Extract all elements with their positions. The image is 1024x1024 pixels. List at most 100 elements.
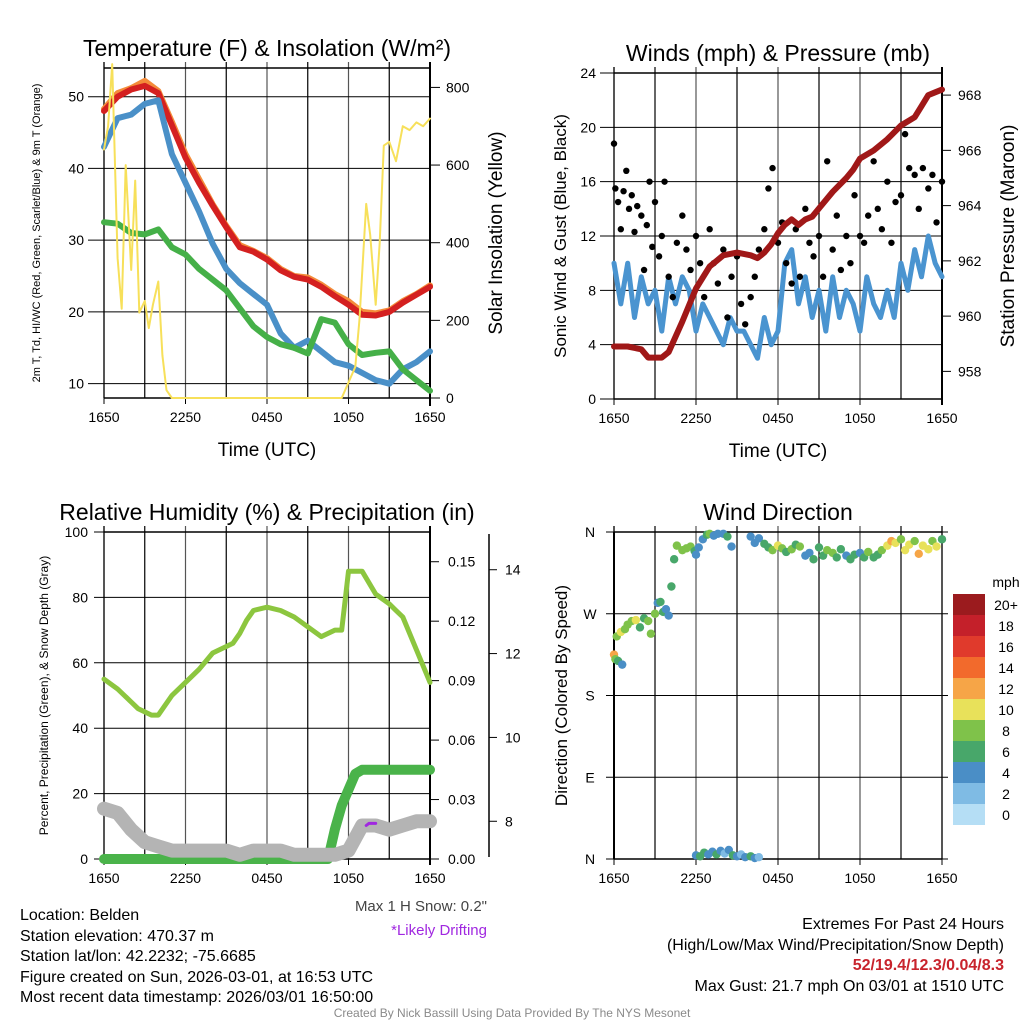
- y-tick-label: 10: [68, 376, 84, 392]
- y-tick-label: 8: [588, 282, 596, 298]
- colorbar-label: 4: [1002, 765, 1010, 781]
- x-tick-label: 1650: [926, 410, 957, 426]
- gust-point: [884, 178, 891, 185]
- direction-point: [754, 852, 764, 862]
- gust-point: [860, 239, 868, 246]
- gust-point: [720, 246, 727, 253]
- direction-point: [924, 545, 933, 554]
- colorbar-label: 2: [1002, 786, 1010, 802]
- y-tick-label: W: [583, 606, 597, 622]
- gust-point: [769, 164, 776, 172]
- gust-point: [628, 192, 635, 199]
- y-right-tick-label: 200: [446, 312, 470, 328]
- gust-point: [901, 130, 909, 138]
- gust-point: [856, 232, 864, 240]
- gust-point: [737, 300, 745, 308]
- gust-point: [623, 167, 630, 174]
- y-tick-label: 20: [580, 119, 596, 135]
- y-tick-label: 16: [580, 174, 596, 190]
- x-tick-label: 1650: [88, 870, 119, 886]
- gust-point: [843, 232, 850, 240]
- x-tick-label: 1650: [926, 870, 957, 886]
- gust-point: [617, 226, 625, 233]
- direction-point: [618, 660, 627, 669]
- direction-point: [669, 555, 679, 564]
- gust-point: [614, 198, 622, 206]
- gust-point: [865, 212, 872, 219]
- y-right-tick-label: 966: [958, 142, 982, 158]
- elevation-text: Station elevation: 470.37 m: [20, 927, 214, 945]
- direction-point: [723, 532, 732, 541]
- series-td: [101, 219, 433, 394]
- gust-point: [892, 198, 899, 206]
- x-tick-label: 1650: [598, 870, 629, 886]
- gust-point: [742, 321, 749, 328]
- gust-point: [810, 253, 817, 260]
- y-tick-label: 0: [80, 851, 88, 867]
- gust-point: [665, 273, 672, 280]
- direction-point: [795, 542, 805, 551]
- series-solar-insolation: [103, 63, 431, 399]
- gust-point: [938, 178, 946, 185]
- precip-tick-label: 0.15: [448, 554, 475, 570]
- location-text: Location: Belden: [20, 907, 140, 924]
- station-info: Location: Belden Station elevation: 470.…: [20, 906, 373, 1009]
- gust-point: [765, 185, 772, 192]
- max-gust-text: Max Gust: 21.7 mph On 03/01 at 1510 UTC: [694, 977, 1005, 995]
- precip-tick-label: 0.06: [448, 732, 475, 748]
- gust-point: [824, 158, 831, 165]
- colorbar-label: 6: [1002, 744, 1010, 760]
- colorbar-title: mph: [992, 574, 1019, 590]
- colorbar-swatch: [953, 699, 985, 720]
- gust-point: [919, 164, 927, 172]
- y-tick-label: 40: [72, 720, 88, 736]
- direction-point: [910, 536, 919, 546]
- x-tick-label: 0450: [762, 870, 793, 886]
- y-tick-label: N: [585, 851, 595, 867]
- colorbar-label: 20+: [994, 597, 1018, 613]
- y-tick-label: S: [585, 688, 594, 704]
- y-axis-label: Sonic Wind & Gust (Blue, Black): [551, 114, 570, 358]
- chart-title: Wind Direction: [703, 499, 853, 525]
- colorbar-label: 12: [998, 681, 1014, 697]
- direction-point: [650, 609, 660, 618]
- gust-point: [819, 273, 827, 280]
- direction-point: [754, 534, 764, 543]
- x-tick-label: 2250: [170, 409, 201, 425]
- snow-tick-label: 10: [505, 729, 521, 745]
- colorbar-swatch: [953, 804, 985, 825]
- colorbar-label: 10: [998, 702, 1014, 718]
- colorbar-label: 16: [998, 639, 1014, 655]
- gust-point: [929, 171, 936, 179]
- y-right-axis-label: Solar Insolation (Yellow): [486, 131, 507, 334]
- gust-point: [649, 243, 656, 251]
- x-tick-label: 1050: [333, 870, 364, 886]
- y-axis-label: Percent, Precipitation (Green), & Snow D…: [37, 556, 51, 835]
- x-tick-label: 1650: [414, 409, 445, 425]
- gust-point: [833, 212, 840, 219]
- gust-point: [829, 246, 836, 253]
- direction-point: [932, 542, 941, 551]
- direction-point: [896, 535, 906, 544]
- gust-point: [638, 212, 645, 219]
- direction-point: [635, 623, 645, 632]
- chart-title: Temperature (F) & Insolation (W/m²): [83, 35, 451, 61]
- gust-point: [911, 171, 918, 179]
- gust-point: [706, 226, 713, 233]
- colorbar-swatch: [953, 762, 985, 783]
- gust-point: [847, 259, 854, 267]
- y-tick-label: 20: [72, 786, 88, 802]
- gust-point: [906, 164, 913, 172]
- direction-point: [814, 543, 824, 552]
- y-right-tick-label: 600: [446, 157, 470, 173]
- direction-point: [667, 582, 676, 591]
- precip-tick-label: 0.03: [448, 792, 475, 808]
- snow-tick-label: 12: [505, 646, 521, 662]
- gust-point: [915, 205, 922, 213]
- gust-point: [837, 266, 845, 274]
- colorbar-label: 8: [1002, 723, 1010, 739]
- colorbar-swatch: [953, 678, 985, 699]
- recent-timestamp-text: Most recent data timestamp: 2026/03/01 1…: [20, 989, 374, 1006]
- chart-rh: Relative Humidity (%) & Precipitation (i…: [37, 499, 521, 886]
- gust-point: [646, 178, 653, 185]
